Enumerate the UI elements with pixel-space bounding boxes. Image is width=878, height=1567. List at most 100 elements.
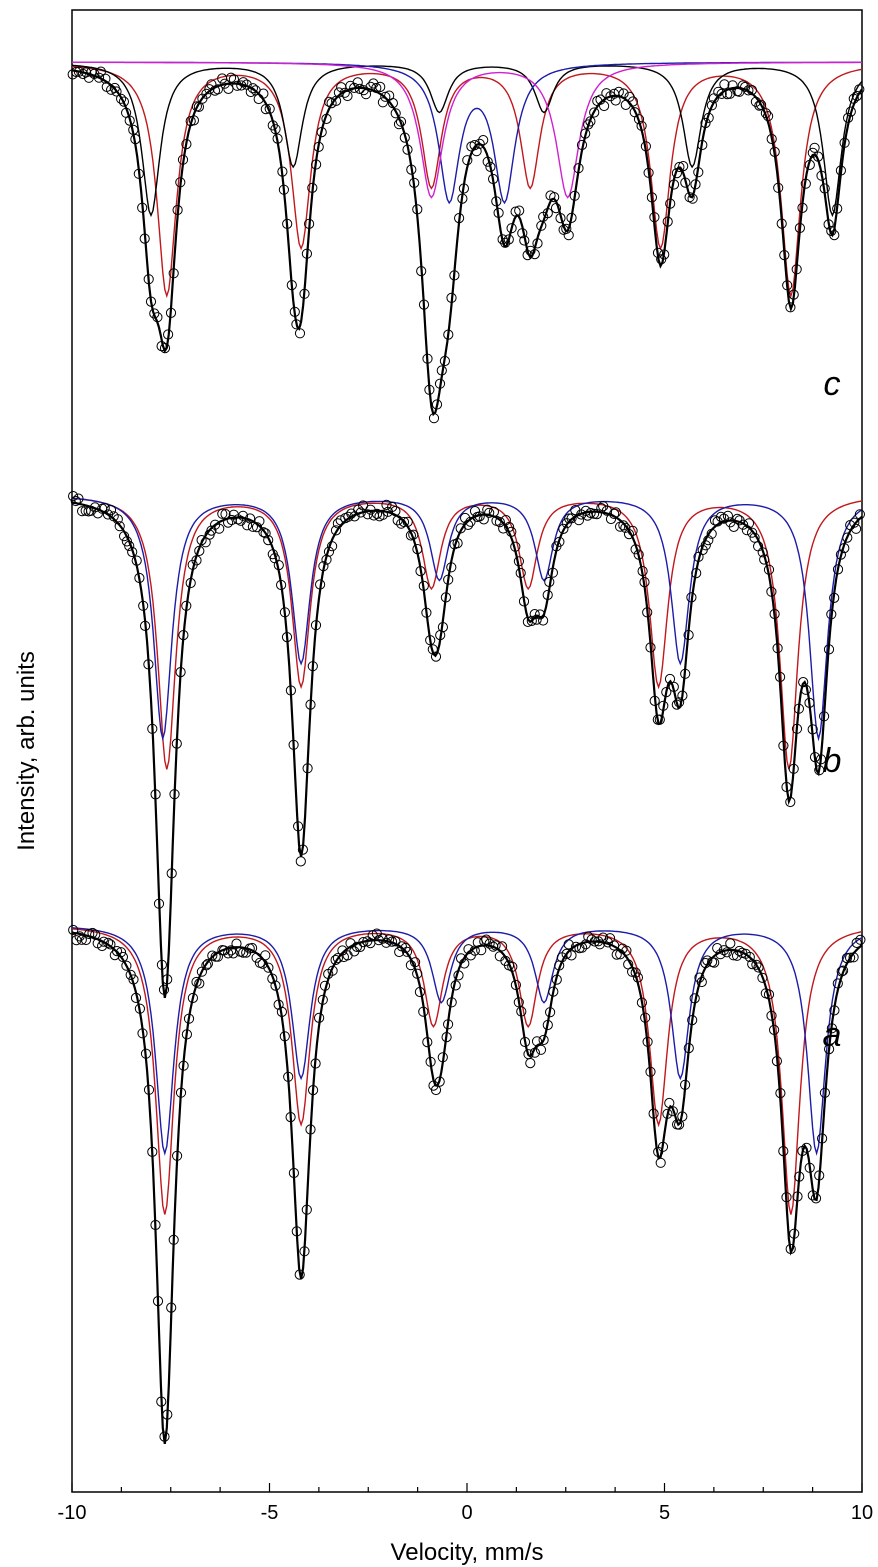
data-point-a xyxy=(525,1058,536,1069)
data-point-b xyxy=(105,505,117,516)
data-point-b xyxy=(381,499,392,510)
data-point-c xyxy=(116,93,127,104)
x-axis-ticks: -10 -5 0 5 10 xyxy=(58,1483,873,1524)
data-point-a xyxy=(744,951,755,963)
data-point-c xyxy=(339,87,350,98)
x-tick-label: -5 xyxy=(261,1502,279,1524)
panel-label-c: c xyxy=(824,365,841,403)
data-point-c xyxy=(149,308,160,319)
data-point-c xyxy=(807,147,818,158)
component-curve-c-0 xyxy=(71,65,863,299)
data-point-b xyxy=(558,523,569,535)
x-tick-label: 5 xyxy=(659,1502,670,1524)
data-point-a xyxy=(202,958,213,969)
data-point-b xyxy=(715,511,727,523)
data-point-a xyxy=(586,934,597,945)
data-point-b xyxy=(263,535,274,546)
data-point-c xyxy=(474,138,485,149)
data-point-b xyxy=(260,528,271,539)
plot-frame xyxy=(71,9,863,1493)
component-curve-a-0 xyxy=(71,928,863,1215)
data-point-c xyxy=(118,96,130,107)
data-point-b xyxy=(70,495,81,507)
data-point-b xyxy=(214,523,225,534)
x-tick-label: -10 xyxy=(58,1502,87,1524)
data-point-c xyxy=(380,91,391,102)
data-point-a xyxy=(263,962,274,973)
total-fit-layer xyxy=(71,69,863,1445)
data-point-a xyxy=(401,946,413,957)
data-point-a xyxy=(371,928,382,939)
data-point-c xyxy=(247,83,258,94)
data-point-c xyxy=(809,142,820,153)
data-point-c xyxy=(375,81,386,93)
data-point-b xyxy=(330,525,342,536)
data-point-c xyxy=(93,72,105,83)
panel-label-b: b xyxy=(823,742,842,780)
total-fit-curve-c xyxy=(71,69,863,417)
data-point-c xyxy=(111,86,122,97)
data-point-c xyxy=(395,116,407,127)
data-point-b xyxy=(371,508,383,520)
data-point-a xyxy=(594,939,605,950)
data-point-c xyxy=(706,100,718,111)
data-point-a xyxy=(68,924,79,936)
data-point-a xyxy=(851,937,862,949)
data-point-c xyxy=(740,81,751,93)
data-point-c xyxy=(756,99,767,111)
fit-curves-layer xyxy=(71,61,863,1215)
total-fit-curve-a xyxy=(71,931,863,1445)
data-point-b xyxy=(430,651,442,662)
data-point-c xyxy=(238,77,249,88)
data-point-b xyxy=(618,520,629,531)
data-point-c xyxy=(561,223,572,234)
data-point-b xyxy=(242,520,253,531)
data-point-a xyxy=(535,1044,547,1055)
data-point-a xyxy=(484,938,495,949)
panel-label-a: a xyxy=(823,1016,842,1054)
data-point-c xyxy=(851,90,863,102)
data-point-a xyxy=(74,931,85,942)
data-point-a xyxy=(201,960,212,971)
data-point-b xyxy=(842,532,853,543)
data-point-b xyxy=(114,521,125,532)
data-point-c xyxy=(674,161,685,173)
data-point-a xyxy=(563,939,574,950)
data-point-b xyxy=(589,508,600,519)
data-point-a xyxy=(111,946,123,957)
data-point-a xyxy=(121,960,132,971)
data-point-c xyxy=(377,97,388,108)
data-point-b xyxy=(849,517,860,528)
data-point-c xyxy=(390,108,401,119)
data-point-b xyxy=(620,522,631,533)
data-point-a xyxy=(561,948,572,960)
data-point-a xyxy=(497,941,508,952)
data-point-a xyxy=(384,934,395,945)
data-point-a xyxy=(855,934,866,945)
component-curve-c-1 xyxy=(71,64,863,218)
component-curve-b-0 xyxy=(71,497,863,770)
data-point-a xyxy=(538,1034,549,1046)
component-curve-a-1 xyxy=(71,927,863,1156)
data-point-b xyxy=(732,513,743,525)
data-point-a xyxy=(228,948,239,959)
data-point-b xyxy=(258,527,269,538)
x-axis-title: Velocity, mm/s xyxy=(391,1539,544,1566)
data-point-b xyxy=(738,519,749,530)
component-curve-b-1 xyxy=(71,497,863,742)
data-point-b xyxy=(217,508,228,519)
data-point-a xyxy=(845,952,856,963)
data-point-c xyxy=(95,66,107,77)
data-point-c xyxy=(716,88,727,100)
data-point-c xyxy=(326,98,337,109)
data-point-b xyxy=(566,513,577,524)
data-point-b xyxy=(68,491,79,502)
data-point-c xyxy=(503,234,514,245)
total-fit-curve-b xyxy=(71,501,863,999)
data-point-a xyxy=(753,962,764,973)
data-point-a xyxy=(751,959,762,970)
data-point-a xyxy=(757,972,768,983)
data-point-c xyxy=(225,72,237,83)
data-point-b xyxy=(206,525,217,536)
